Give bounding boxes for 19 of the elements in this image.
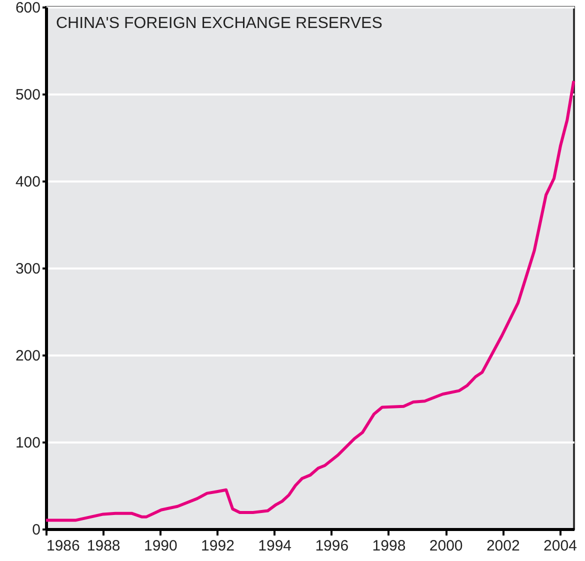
x-tick-label: 1992 bbox=[201, 538, 234, 554]
y-tick-label: 300 bbox=[15, 260, 40, 278]
y-tick-label: 500 bbox=[15, 86, 40, 104]
x-tick-label: 2002 bbox=[486, 538, 520, 554]
chart-title: CHINA'S FOREIGN EXCHANGE RESERVES bbox=[56, 15, 382, 32]
y-tick-label: 400 bbox=[15, 174, 40, 190]
x-tick-label: 1986 bbox=[46, 538, 80, 554]
x-tick-label: 1990 bbox=[144, 538, 178, 554]
y-tick-label: 200 bbox=[15, 348, 40, 364]
x-tick-label: 1988 bbox=[86, 538, 120, 554]
x-tick-label: 1996 bbox=[315, 538, 349, 554]
x-tick-label: 1994 bbox=[258, 538, 292, 554]
y-tick-label: 0 bbox=[32, 522, 40, 538]
x-tick-label: 2004 bbox=[544, 538, 577, 554]
x-tick-label: 2000 bbox=[429, 538, 463, 554]
y-tick-label: 600 bbox=[15, 0, 40, 16]
y-tick-label: 100 bbox=[15, 434, 40, 452]
line-series bbox=[44, 79, 576, 522]
x-tick-label: 1998 bbox=[372, 538, 406, 554]
